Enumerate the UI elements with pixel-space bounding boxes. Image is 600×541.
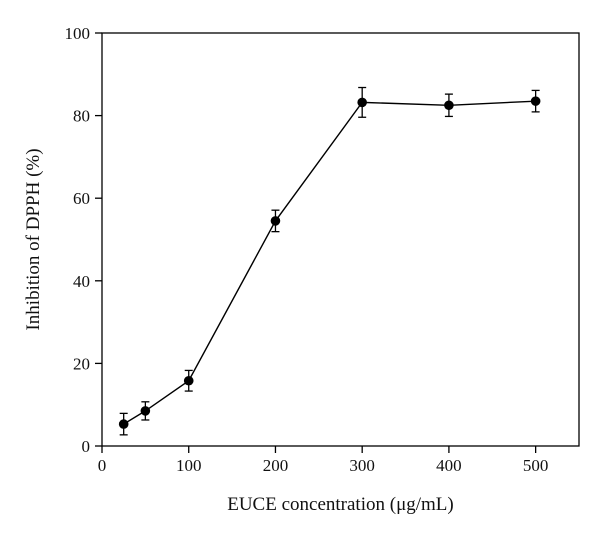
data-point [530, 96, 541, 106]
y-tick-label: 100 [65, 24, 91, 43]
data-point [140, 406, 151, 416]
data-point [357, 97, 367, 108]
y-tick-label: 40 [73, 272, 90, 291]
y-axis-label: Inhibition of DPPH (%) [23, 148, 44, 330]
x-tick-label: 500 [523, 456, 549, 475]
data-point [118, 419, 129, 429]
x-tick-label: 0 [98, 456, 107, 475]
x-axis-ticks: 0 100 200 300 400 500 [98, 446, 549, 475]
data-point [183, 375, 194, 386]
x-tick-label: 200 [263, 456, 289, 475]
data-point [270, 216, 281, 226]
y-axis-ticks: 0 20 40 60 80 100 [65, 24, 102, 456]
x-tick-label: 100 [176, 456, 202, 475]
y-tick-label: 0 [82, 437, 91, 456]
x-tick-label: 300 [349, 456, 375, 475]
data-point [444, 100, 454, 111]
series-line [123, 100, 536, 425]
x-axis-label: EUCE concentration (μg/mL) [227, 494, 454, 515]
x-tick-label: 400 [436, 456, 462, 475]
plot-frame [101, 32, 580, 447]
y-tick-label: 60 [73, 189, 90, 208]
data-series [118, 86, 541, 436]
y-tick-label: 20 [73, 354, 90, 373]
y-tick-label: 80 [73, 107, 90, 126]
